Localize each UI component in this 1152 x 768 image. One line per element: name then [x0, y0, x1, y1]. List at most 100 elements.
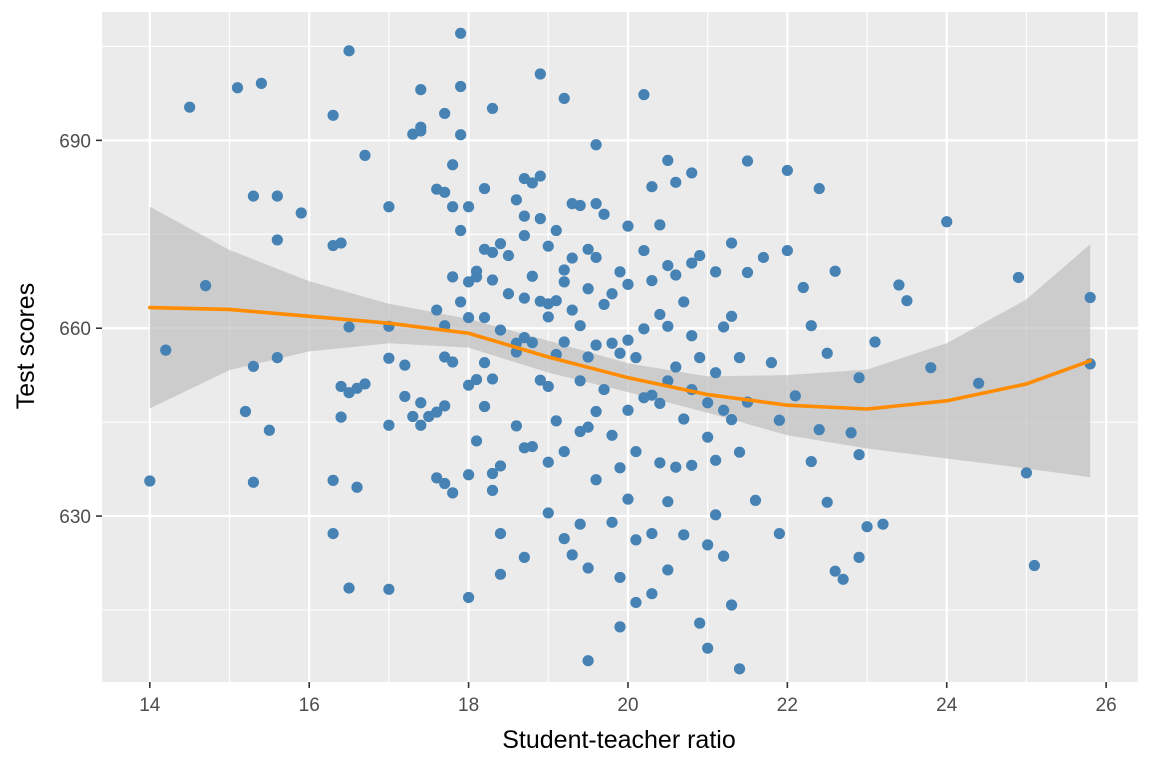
data-point	[550, 415, 562, 427]
data-point	[590, 251, 602, 264]
data-point	[247, 476, 260, 488]
data-point	[486, 484, 499, 496]
data-point	[686, 459, 698, 471]
data-point	[415, 397, 427, 409]
data-point	[1020, 467, 1033, 479]
data-point	[694, 249, 706, 262]
data-point	[359, 149, 371, 161]
data-point	[526, 337, 538, 349]
data-point	[486, 274, 499, 286]
data-point	[590, 474, 602, 486]
data-point	[694, 352, 706, 364]
data-points	[144, 27, 1096, 675]
data-point	[455, 224, 467, 237]
data-point	[574, 320, 586, 332]
data-point	[725, 599, 738, 611]
data-point	[710, 509, 722, 521]
data-point	[335, 380, 347, 393]
data-point	[638, 244, 650, 257]
data-point	[805, 320, 817, 332]
data-point	[590, 339, 602, 351]
data-point	[494, 460, 507, 472]
data-point	[845, 427, 857, 439]
data-point	[654, 457, 666, 469]
y-axis: 630 660 690	[59, 131, 102, 528]
data-point	[478, 182, 491, 195]
data-point	[733, 446, 746, 458]
data-point	[359, 378, 371, 390]
data-point	[614, 462, 626, 474]
data-point	[630, 534, 642, 546]
data-point	[271, 234, 283, 246]
data-point	[327, 527, 339, 540]
data-point	[335, 411, 347, 423]
data-point	[550, 295, 562, 307]
data-point	[630, 352, 642, 364]
data-point	[470, 373, 483, 386]
data-point	[877, 518, 889, 530]
data-point	[462, 469, 475, 481]
data-point	[255, 77, 267, 89]
data-point	[622, 220, 634, 232]
data-point	[749, 494, 762, 507]
data-point	[566, 252, 578, 264]
data-point	[670, 361, 682, 373]
data-point	[646, 389, 658, 401]
data-point	[462, 201, 475, 213]
data-point	[662, 375, 674, 387]
data-point	[462, 591, 475, 604]
data-point	[598, 298, 610, 311]
data-point	[582, 421, 594, 433]
data-point	[741, 266, 754, 279]
data-point	[725, 414, 738, 426]
data-point	[702, 431, 714, 443]
data-point	[821, 496, 833, 508]
data-point	[861, 521, 873, 533]
data-point	[662, 154, 674, 167]
data-point	[558, 533, 570, 545]
data-point	[486, 246, 499, 259]
x-tick-label: 26	[1096, 695, 1117, 716]
data-point	[614, 621, 626, 633]
x-tick-label: 22	[777, 695, 798, 716]
data-point	[614, 571, 626, 584]
data-point	[494, 238, 507, 250]
data-point	[518, 210, 530, 222]
data-point	[829, 565, 841, 577]
data-point	[853, 449, 865, 461]
data-point	[646, 588, 658, 600]
data-point	[662, 320, 674, 332]
data-point	[478, 311, 491, 324]
data-point	[1084, 291, 1096, 304]
data-point	[439, 400, 451, 412]
data-point	[662, 259, 674, 272]
data-point	[630, 596, 642, 609]
data-point	[510, 194, 522, 206]
data-point	[447, 159, 459, 171]
data-point	[773, 527, 785, 540]
data-point	[702, 539, 714, 551]
data-point	[829, 265, 841, 277]
data-point	[470, 435, 483, 447]
data-point	[550, 224, 562, 237]
data-point	[670, 176, 682, 188]
data-point	[534, 213, 546, 225]
data-point	[486, 102, 499, 115]
data-point	[486, 467, 499, 480]
data-point	[622, 493, 634, 505]
data-point	[686, 257, 698, 269]
data-point	[327, 474, 339, 486]
data-point	[622, 278, 634, 290]
data-point	[494, 527, 507, 540]
data-point	[462, 276, 475, 288]
data-point	[606, 337, 618, 349]
data-point	[184, 101, 196, 113]
data-point	[853, 372, 865, 384]
data-point	[558, 92, 570, 105]
data-point	[439, 186, 451, 198]
data-point	[574, 518, 586, 530]
data-point	[757, 251, 770, 264]
data-point	[415, 84, 427, 96]
data-point	[662, 496, 674, 508]
